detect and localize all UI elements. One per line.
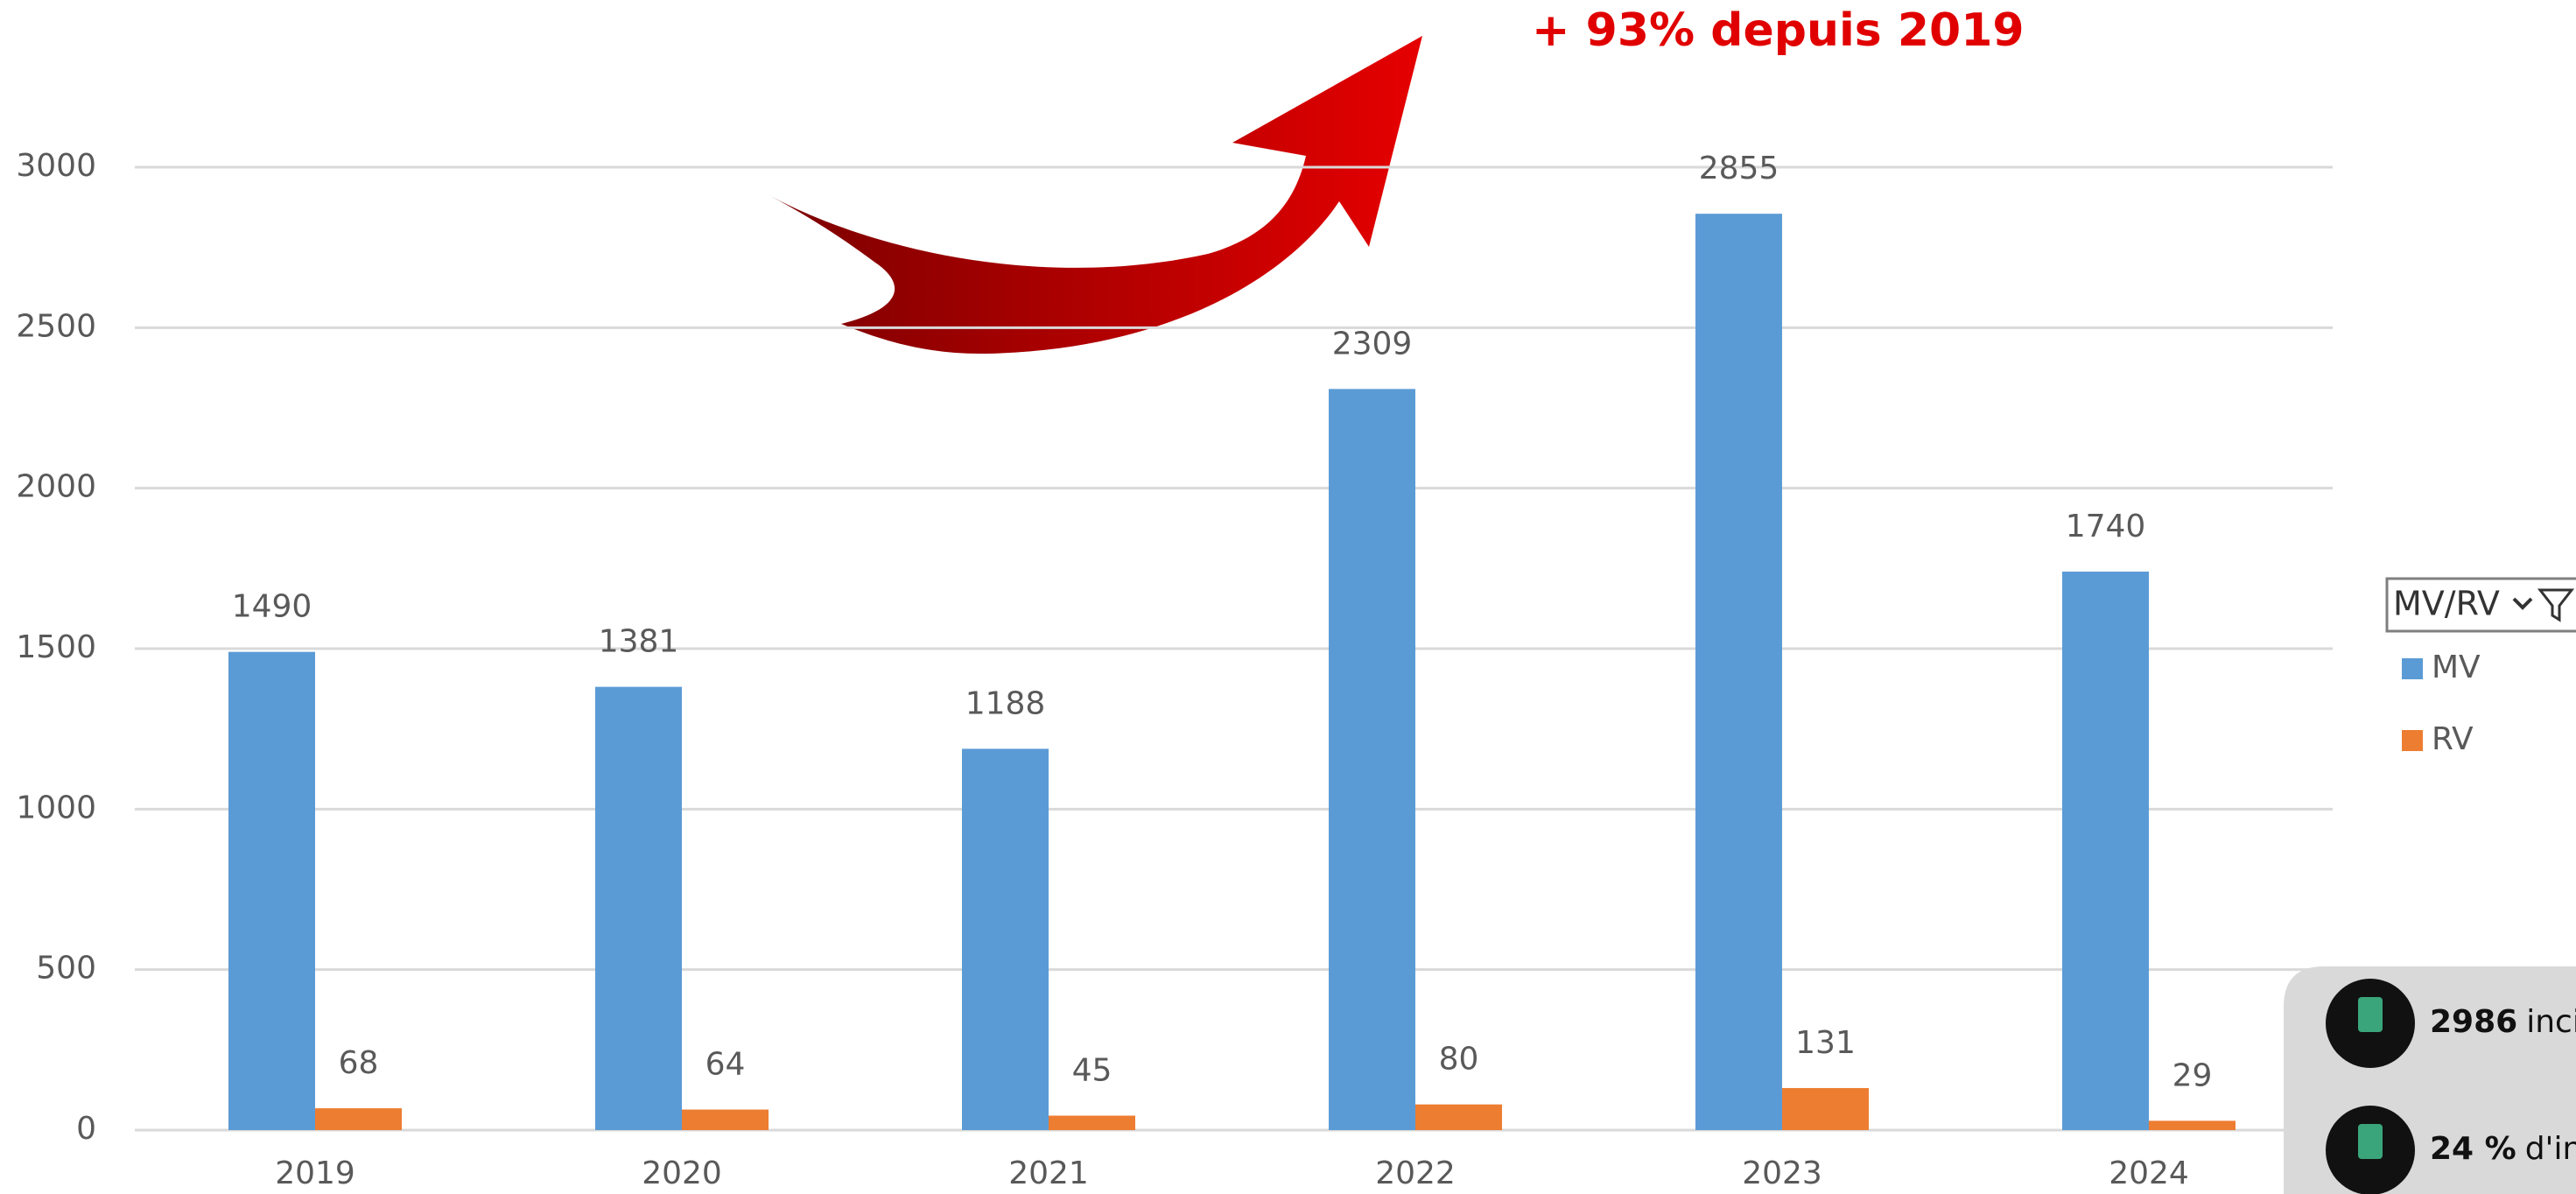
bar xyxy=(2062,572,2149,1130)
y-tick-label: 0 xyxy=(76,1111,96,1147)
data-label: 64 xyxy=(705,1047,746,1083)
x-tick-label: 2021 xyxy=(1008,1155,1089,1191)
data-label: 45 xyxy=(1072,1053,1113,1089)
legend-title: MV/RV xyxy=(2393,585,2500,623)
bar xyxy=(315,1108,402,1130)
data-label: 1381 xyxy=(599,624,679,660)
bar xyxy=(1415,1104,1502,1130)
y-tick-label: 2000 xyxy=(16,469,96,505)
x-tick-label: 2024 xyxy=(2109,1155,2189,1191)
growth-arrow xyxy=(764,36,1422,355)
bar xyxy=(595,686,682,1130)
legend-label: RV xyxy=(2432,721,2474,757)
panel-icon-detail xyxy=(2358,1124,2383,1159)
annotation: + 93% depuis 2019 xyxy=(1532,4,2025,57)
panel-icon-detail xyxy=(2358,997,2383,1032)
x-tick-label: 2022 xyxy=(1375,1155,1456,1191)
data-label: 1740 xyxy=(2066,509,2146,544)
x-tick-label: 2020 xyxy=(642,1155,722,1191)
data-label: 29 xyxy=(2172,1057,2213,1093)
bar xyxy=(1329,389,1415,1130)
x-tick-label: 2023 xyxy=(1742,1155,1822,1191)
data-label: 2309 xyxy=(1332,326,1413,362)
data-label: 68 xyxy=(339,1045,379,1081)
data-label: 2855 xyxy=(1699,151,1779,186)
panel-text: 2986 inci xyxy=(2430,1004,2576,1040)
bar xyxy=(682,1109,769,1130)
bar xyxy=(2149,1120,2236,1130)
data-label: 1490 xyxy=(232,589,312,625)
legend-swatch xyxy=(2402,658,2423,679)
data-label: 80 xyxy=(1439,1042,1479,1078)
bar xyxy=(228,651,315,1130)
filter-icon[interactable] xyxy=(2537,588,2575,622)
x-tick-label: 2019 xyxy=(275,1155,355,1191)
bar xyxy=(962,748,1049,1130)
panel-text-rest: d'inc xyxy=(2525,1131,2576,1167)
y-tick-label: 3000 xyxy=(16,148,96,184)
y-tick-label: 1000 xyxy=(16,790,96,825)
bar xyxy=(1695,214,1782,1131)
bar xyxy=(1782,1087,1869,1130)
panel-text-bold: 2986 xyxy=(2430,1004,2517,1040)
y-tick-label: 1500 xyxy=(16,629,96,665)
panel-text-rest: inci xyxy=(2526,1004,2576,1040)
y-tick-label: 2500 xyxy=(16,308,96,344)
panel-text-bold: 24 % xyxy=(2430,1131,2516,1167)
bar xyxy=(1049,1115,1135,1130)
legend-filter-box[interactable] xyxy=(2385,577,2576,633)
legend-label: MV xyxy=(2432,650,2481,685)
dropdown-icon[interactable] xyxy=(2512,597,2533,610)
legend-swatch xyxy=(2402,730,2423,751)
data-label: 131 xyxy=(1795,1025,1856,1061)
y-tick-label: 500 xyxy=(36,951,96,987)
panel-text: 24 %d'inc xyxy=(2430,1131,2576,1167)
data-label: 1188 xyxy=(965,685,1046,721)
